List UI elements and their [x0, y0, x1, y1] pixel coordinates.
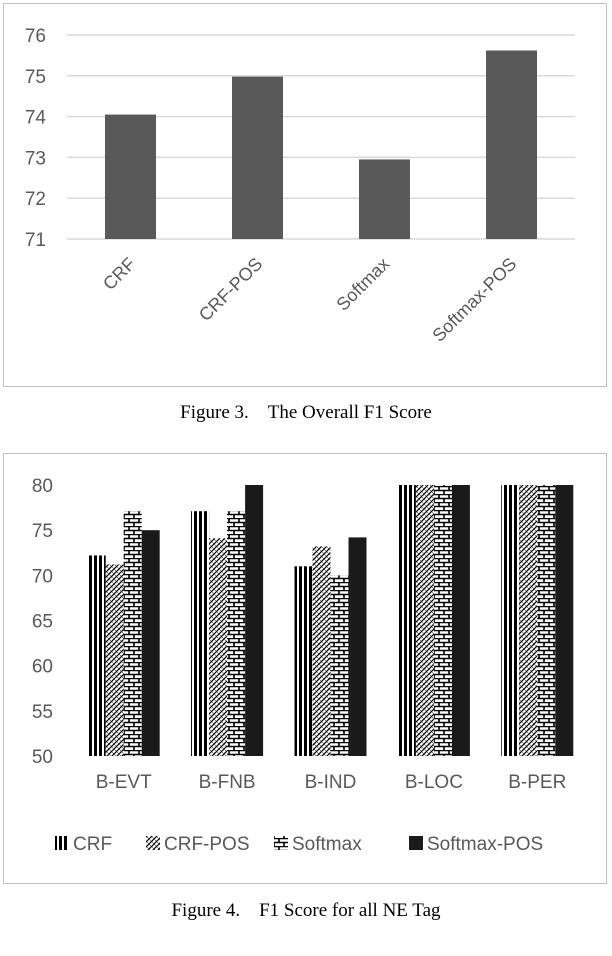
- y-tick-label: 70: [32, 566, 53, 587]
- y-tick-label: 73: [25, 148, 46, 169]
- y-tick-label: 50: [32, 747, 53, 768]
- x-tick-label: CRF-POS: [195, 254, 266, 325]
- legend-swatch: [146, 836, 160, 850]
- bar-crf: [191, 511, 210, 756]
- bar-softmax-pos: [245, 485, 264, 756]
- bar: [232, 76, 283, 239]
- bar-crf: [294, 566, 313, 756]
- bar-crf-pos: [415, 485, 434, 756]
- y-tick-label: 75: [25, 67, 46, 88]
- overall-f1-bar-chart: 71 72 73 74 75 76 CRF CRF-POS Softmax Softmax-POS: [25, 26, 575, 346]
- legend-label: Softmax-POS: [427, 834, 543, 855]
- bar: [486, 50, 537, 240]
- bar-softmax-pos: [141, 530, 160, 756]
- chart-panel-overall-f1: 71 72 73 74 75 76 CRF CRF-POS Softmax Softmax-POS: [3, 3, 607, 387]
- bar-crf: [501, 485, 520, 756]
- x-tick-label: B-PER: [508, 772, 566, 793]
- bar-crf-pos: [312, 546, 331, 756]
- y-tick-label: 55: [32, 702, 53, 723]
- legend-swatch: [55, 836, 69, 850]
- chart-panel-ne-tag-f1: 50 55 60 65 70 75 80 B-EVT B-FNB B-IND B-LOC B-PER C…: [3, 453, 607, 884]
- bar-softmax: [123, 511, 142, 756]
- y-tick-label: 75: [32, 521, 53, 542]
- y-tick-label: 74: [25, 108, 47, 129]
- y-tick-label: 76: [25, 26, 46, 47]
- bar-crf-pos: [519, 485, 538, 756]
- y-tick-label: 65: [32, 612, 53, 633]
- bar-softmax: [433, 485, 452, 756]
- x-tick-label: CRF: [99, 254, 139, 294]
- legend-label: CRF: [73, 834, 112, 855]
- ne-tag-f1-bar-chart: 50 55 60 65 70 75 80 B-EVT B-FNB B-IND B-LOC B-PER C…: [32, 476, 574, 855]
- x-tick-label: B-LOC: [405, 772, 463, 793]
- bar: [359, 159, 410, 239]
- bar-crf-pos: [209, 538, 228, 756]
- bar-softmax-pos: [348, 537, 367, 756]
- bar: [105, 114, 156, 239]
- legend-label: CRF-POS: [164, 834, 250, 855]
- legend-label: Softmax: [292, 834, 362, 855]
- bar-softmax-pos: [555, 485, 574, 756]
- bar-softmax-pos: [451, 485, 470, 756]
- bar-softmax: [330, 575, 349, 756]
- bar-softmax: [227, 511, 246, 756]
- legend-swatch: [409, 836, 423, 850]
- x-tick-label: Softmax: [332, 254, 393, 315]
- y-tick-label: 72: [25, 189, 46, 210]
- x-tick-label: B-FNB: [199, 772, 256, 793]
- x-tick-label: B-EVT: [96, 772, 152, 793]
- figure-4-caption: Figure 4. F1 Score for all NE Tag: [171, 900, 441, 921]
- legend-swatch: [274, 836, 288, 850]
- y-tick-label: 80: [32, 476, 53, 497]
- x-tick-label: Softmax-POS: [428, 254, 520, 346]
- figure-3-caption: Figure 3. The Overall F1 Score: [180, 402, 432, 423]
- bar-crf-pos: [105, 564, 124, 756]
- bar-crf: [397, 485, 416, 756]
- bar-softmax: [537, 485, 556, 756]
- y-tick-label: 71: [25, 230, 46, 251]
- bar-crf: [87, 555, 106, 756]
- y-tick-label: 60: [32, 657, 53, 678]
- x-tick-label: B-IND: [305, 772, 357, 793]
